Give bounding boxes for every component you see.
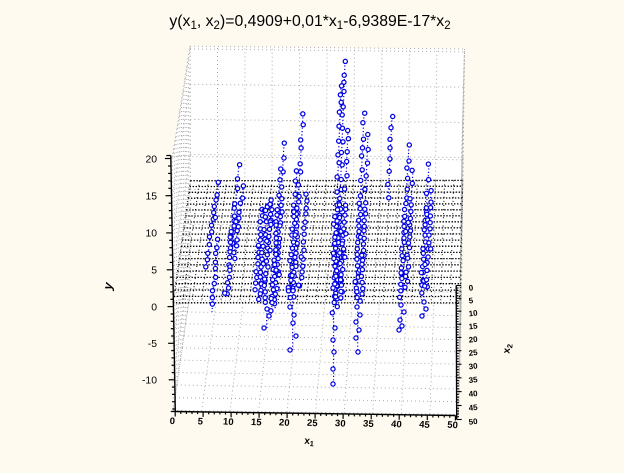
svg-text:15: 15 (251, 417, 263, 429)
svg-text:30: 30 (335, 418, 346, 430)
svg-text:20: 20 (279, 417, 290, 429)
svg-text:25: 25 (468, 348, 478, 358)
svg-text:15: 15 (468, 321, 478, 331)
svg-text:-5: -5 (148, 339, 157, 350)
svg-text:-10: -10 (142, 376, 157, 387)
svg-text:0: 0 (151, 302, 157, 313)
svg-text:15: 15 (145, 192, 157, 203)
svg-text:30: 30 (468, 361, 478, 371)
svg-text:20: 20 (145, 154, 157, 165)
svg-text:35: 35 (363, 418, 375, 430)
svg-text:10: 10 (223, 416, 234, 428)
svg-text:50: 50 (447, 420, 458, 432)
svg-text:40: 40 (468, 389, 478, 399)
svg-text:35: 35 (468, 375, 478, 385)
svg-text:y(x1, x2)=0,4909+0,01*x1-6,938: y(x1, x2)=0,4909+0,01*x1-6,9389E-17*x2 (169, 13, 450, 32)
svg-text:5: 5 (151, 266, 157, 277)
svg-text:45: 45 (468, 403, 478, 413)
svg-text:10: 10 (468, 308, 478, 318)
svg-text:0: 0 (169, 416, 175, 427)
svg-text:10: 10 (145, 229, 157, 240)
svg-text:45: 45 (419, 419, 431, 431)
svg-text:50: 50 (468, 417, 478, 427)
svg-text:20: 20 (468, 335, 478, 345)
svg-text:25: 25 (307, 418, 319, 430)
svg-text:40: 40 (391, 419, 402, 431)
